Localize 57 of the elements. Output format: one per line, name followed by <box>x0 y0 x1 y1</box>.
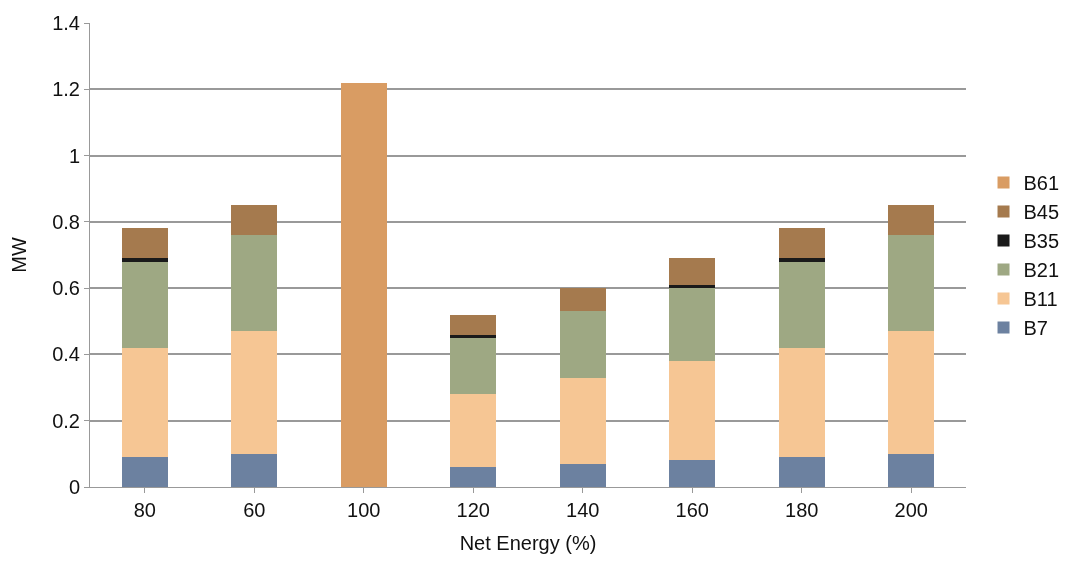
y-tick-label: 0.2 <box>52 409 80 432</box>
bar <box>121 457 168 487</box>
bar <box>778 347 825 458</box>
bar <box>778 261 825 348</box>
legend-label: B45 <box>1023 201 1060 224</box>
y-tick-label: 1.4 <box>52 12 80 34</box>
y-axis-title: MW <box>7 237 30 273</box>
bar <box>340 82 387 487</box>
x-tick-label: 180 <box>785 499 819 521</box>
bar <box>450 467 497 487</box>
y-tick-label: 1 <box>68 144 80 167</box>
bar <box>121 258 168 262</box>
y-tick-label: 0 <box>68 476 80 498</box>
x-tick-label: 60 <box>243 499 266 521</box>
x-tick-label: 100 <box>347 499 381 521</box>
bar <box>121 228 168 259</box>
bar <box>559 311 606 378</box>
bar <box>669 258 716 285</box>
bar <box>778 457 825 487</box>
bar <box>778 258 825 262</box>
x-axis-title: Net Energy (%) <box>459 531 597 554</box>
bar <box>669 284 716 289</box>
x-tick-label: 140 <box>566 499 600 521</box>
bar <box>121 261 168 348</box>
bar <box>888 453 935 487</box>
y-tick-label: 0.6 <box>52 277 80 300</box>
y-tick-label: 1.2 <box>52 78 80 101</box>
bar <box>888 331 935 454</box>
bar <box>231 205 278 236</box>
bar <box>888 235 935 332</box>
legend-label: B11 <box>1023 288 1058 311</box>
bar <box>669 460 716 487</box>
bar <box>231 235 278 332</box>
bar <box>450 337 497 395</box>
bar <box>669 288 716 362</box>
bar <box>121 347 168 458</box>
x-tick-label: 160 <box>675 499 709 521</box>
legend-label: B7 <box>1023 317 1048 340</box>
bar <box>231 331 278 454</box>
y-tick-label: 0.4 <box>52 343 80 366</box>
x-tick-label: 80 <box>133 499 156 521</box>
x-tick-label: 200 <box>894 499 928 521</box>
legend-label: B21 <box>1023 259 1060 282</box>
bar <box>888 205 935 236</box>
bar <box>231 453 278 487</box>
bar <box>559 377 606 464</box>
legend-label: B35 <box>1023 230 1060 253</box>
bar <box>450 314 497 335</box>
bar <box>559 288 606 312</box>
y-tick-label: 0.8 <box>52 210 80 233</box>
bar <box>778 228 825 259</box>
bar <box>559 463 606 487</box>
bar <box>669 361 716 461</box>
bar <box>450 394 497 468</box>
x-tick-label: 120 <box>456 499 490 521</box>
bar <box>450 334 497 338</box>
legend-label: B61 <box>1023 172 1060 195</box>
